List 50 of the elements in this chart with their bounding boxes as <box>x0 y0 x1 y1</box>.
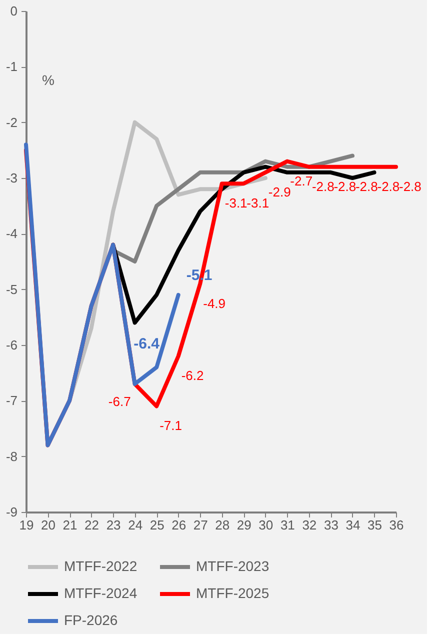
line-series <box>24 142 180 448</box>
data-label: -6.7 <box>108 394 131 409</box>
x-tick-label: 36 <box>389 518 404 532</box>
data-label: -7.1 <box>160 418 182 434</box>
x-tick-label: 26 <box>172 518 186 532</box>
x-tick-label: 31 <box>280 518 295 532</box>
y-tick-label: 0 <box>10 4 18 18</box>
data-label: -6.2 <box>181 368 204 384</box>
data-label: -2.8 <box>334 178 356 194</box>
x-tick-label: 22 <box>84 518 100 532</box>
legend-label: MTFF-2024 <box>64 585 138 601</box>
x-tick-label: 24 <box>128 518 143 532</box>
data-label: -4.9 <box>203 296 226 311</box>
legend-label: MTFF-2022 <box>64 558 138 574</box>
y-tick-label: -4 <box>6 226 18 242</box>
x-tick-label: 27 <box>193 518 208 532</box>
data-label: -2.9 <box>268 184 291 200</box>
data-label: -3.1 <box>224 196 248 211</box>
data-label: -2.8 <box>399 178 422 194</box>
x-tick-label: 21 <box>62 518 78 532</box>
line-series <box>111 164 376 325</box>
x-tick-label: 29 <box>236 518 252 532</box>
x-tick-label: 19 <box>19 518 34 532</box>
y-tick-label: -2 <box>6 114 18 130</box>
legend-label: MTFF-2025 <box>196 585 270 601</box>
y-tick-label: -7 <box>6 393 18 408</box>
y-tick-label: -8 <box>6 448 18 464</box>
data-label: -3.1 <box>246 196 270 211</box>
x-tick-label: 28 <box>215 518 230 532</box>
x-tick-label: 34 <box>346 518 360 532</box>
x-tick-label: 20 <box>41 518 56 532</box>
y-tick-label: -1 <box>6 59 18 74</box>
data-label: -2.8 <box>355 178 378 194</box>
y-tick-label: -3 <box>6 170 18 186</box>
annotation: % <box>42 72 54 88</box>
legend-label: MTFF-2023 <box>196 558 270 574</box>
x-tick-label: 23 <box>106 518 121 532</box>
y-tick-label: -9 <box>6 504 18 520</box>
x-tick-label: 32 <box>302 518 317 532</box>
legend-label: FP-2026 <box>64 612 118 628</box>
data-label: -6.4 <box>134 335 160 352</box>
y-tick-label: -6 <box>6 338 18 352</box>
x-tick-label: 33 <box>324 518 338 532</box>
x-tick-label: 30 <box>258 518 274 532</box>
y-tick-label: -5 <box>6 282 18 297</box>
data-label: -2.8 <box>312 178 334 194</box>
x-tick-label: 35 <box>368 518 382 532</box>
data-label: -2.7 <box>290 173 313 188</box>
data-label: -2.8 <box>377 178 400 194</box>
x-tick-label: 25 <box>150 518 164 532</box>
